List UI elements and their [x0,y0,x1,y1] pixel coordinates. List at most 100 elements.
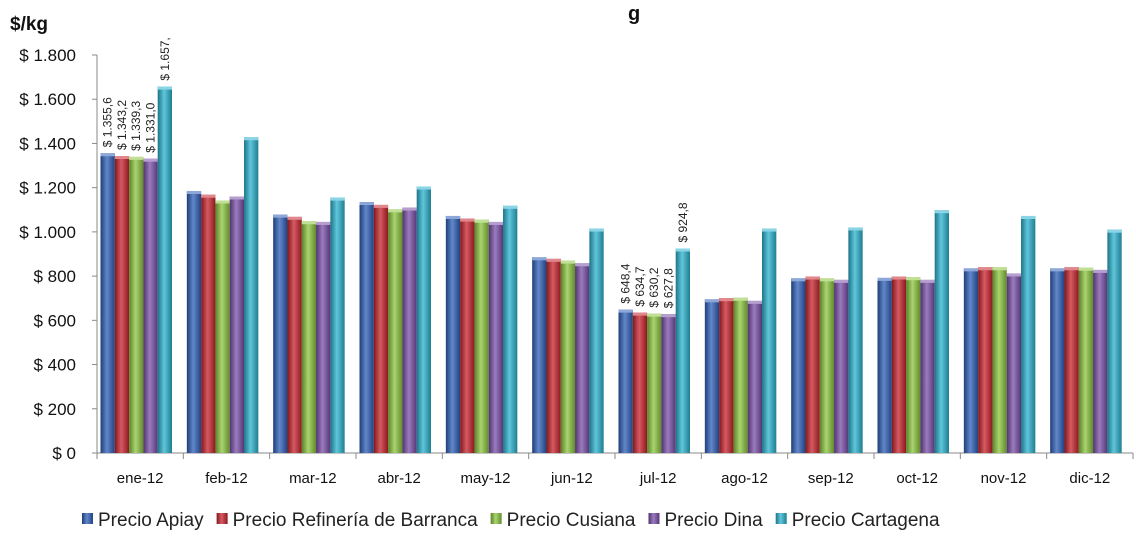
bar [719,298,734,453]
bar-cap [388,209,403,213]
bar [661,314,676,453]
bar-cap [474,219,489,223]
bar-cap [992,267,1007,271]
bar-cap [891,276,907,280]
legend-swatch [490,513,502,524]
bar [273,214,288,453]
bar [546,258,561,453]
bar-cap [805,276,820,280]
x-tick-label: ago-12 [721,470,768,487]
data-label: $ 630,2 [647,267,661,307]
y-tick-label: $ 0 [52,444,76,463]
data-label: $ 1.355,6 [101,97,115,147]
x-tick-label: jul-12 [639,470,677,487]
bar [560,260,576,453]
legend-swatch [648,513,660,524]
bar [244,137,259,453]
data-label: $ 627,8 [662,268,676,308]
x-tick-label: oct-12 [896,470,938,487]
legend-label: Precio Cartagena [792,510,940,531]
bar-cap [618,309,633,313]
bar-cap [661,314,676,318]
bar [791,278,806,453]
bar-cap [143,158,158,162]
bar-cap [1064,267,1079,271]
bar [330,197,345,453]
bar [575,263,590,453]
bar-cap [934,210,949,214]
legend-label: Precio Refinería de Barranca [233,510,478,531]
x-tick-label: feb-12 [205,470,248,487]
bar [474,219,489,453]
bar-cap [273,214,288,218]
x-tick-label: may-12 [460,470,510,487]
legend-label: Precio Cusiana [507,510,636,531]
bar-cap [488,221,504,225]
bar [460,218,475,453]
bar [1006,273,1022,453]
bar [359,202,374,453]
data-label: $ 1.331,0 [144,102,158,152]
data-labels: $ 1.355,6 $ 1.343,2 $ 1.339,3 $ 1.331,0 $ 1.… [101,37,690,308]
bar [632,312,648,453]
x-tick-label: sep-12 [808,470,854,487]
bar [963,268,979,453]
bar-cap [186,190,202,194]
bar [229,196,245,453]
y-unit-label: $/kg [10,14,48,35]
bar-cap [906,277,921,281]
bar [675,248,690,453]
bar-cap [632,312,648,316]
bar [704,299,720,453]
bar [1078,267,1094,453]
bar [143,158,158,453]
y-tick-label: $ 1.600 [19,90,76,109]
bar-cap [532,257,547,261]
bar-cap [157,86,172,90]
bar [978,267,993,453]
bar [388,209,403,453]
data-label: $ 634,7 [633,266,647,306]
legend-swatch [775,513,787,524]
y-tick-label: $ 800 [33,267,76,286]
bar-cap [733,297,748,301]
bar [488,221,504,453]
y-tick-label: $ 1.800 [19,46,76,65]
bar-cap [704,299,720,303]
chart-title-fragment: g [628,3,640,25]
bar-cap [1021,215,1036,219]
bar [589,228,604,453]
legend: Precio Apiay Precio Refinería de Barranca… [82,510,940,531]
bar-cap [762,228,777,232]
bar [733,297,748,453]
bar-cap [201,194,216,198]
bar [373,204,389,453]
bar [445,215,461,453]
bar [503,205,518,453]
bar-cap [1107,229,1122,233]
y-tick-label: $ 600 [33,311,76,330]
bar-cap [244,137,259,141]
bar [920,279,935,453]
bar-cap [445,215,461,219]
data-label: $ 1.343,2 [115,100,129,150]
bar [100,153,115,453]
bar-cap [848,227,863,231]
x-tick-label: ene-12 [117,470,164,487]
bar-cap [402,207,417,211]
y-tick-label: $ 200 [33,400,76,419]
y-tick-label: $ 1.400 [19,134,76,153]
legend-swatch [216,513,228,524]
bar [1050,268,1065,453]
bar-cap [675,248,690,252]
bar-cap [287,216,302,220]
x-tick-label: abr-12 [377,470,420,487]
bar [215,200,230,453]
bar [992,267,1007,453]
bar [647,313,662,453]
bar [906,277,921,453]
bar-cap [373,204,389,208]
y-tick-label: $ 400 [33,356,76,375]
bar-cap [100,153,115,157]
bar [287,216,302,453]
